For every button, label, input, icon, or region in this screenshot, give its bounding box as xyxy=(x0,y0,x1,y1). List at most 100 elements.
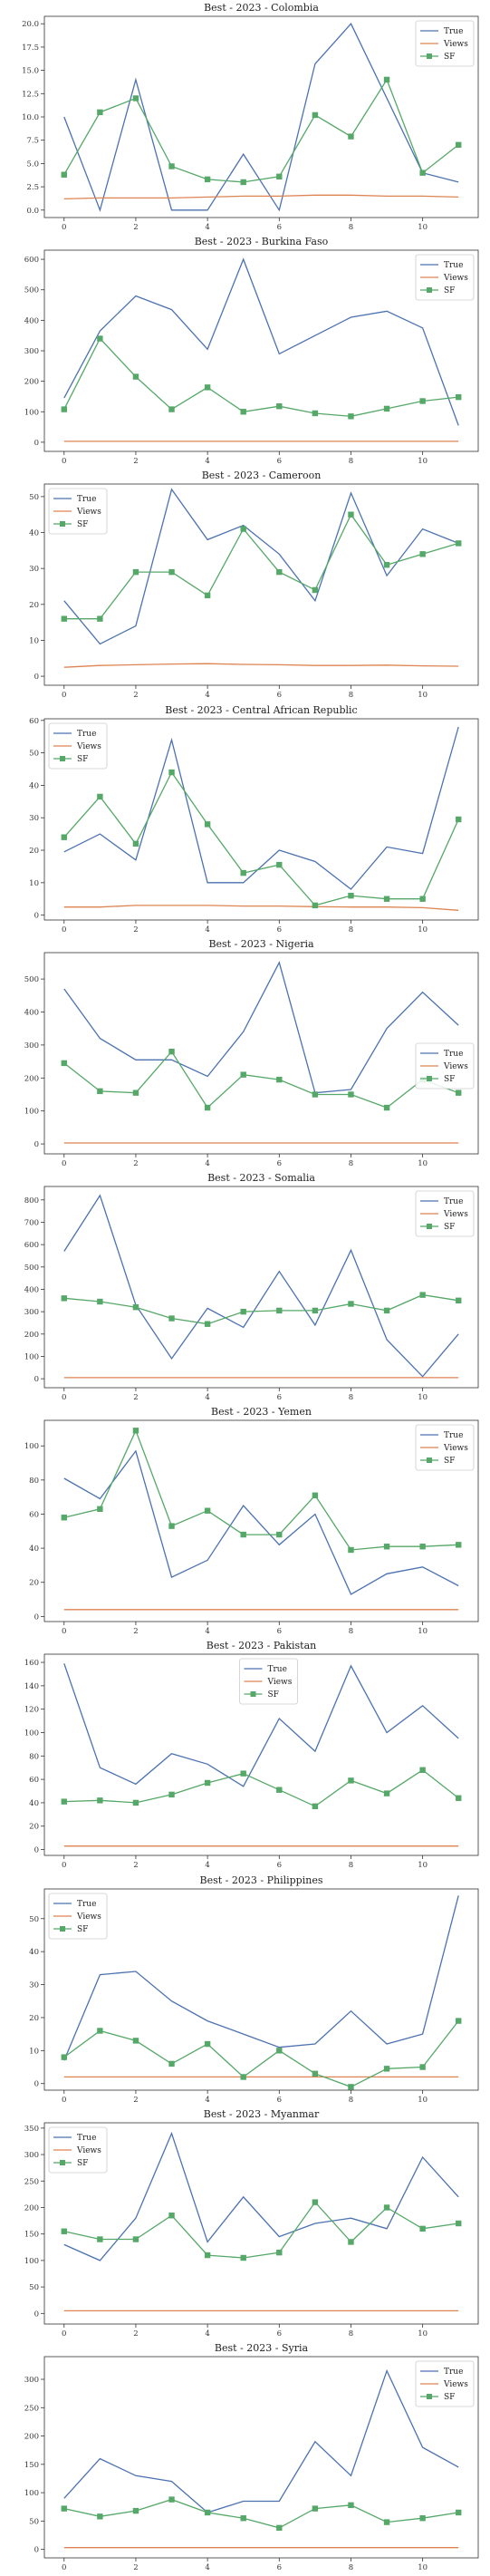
legend-label: SF xyxy=(268,1690,279,1700)
y-tick-label: 150 xyxy=(24,2230,39,2239)
x-tick-label: 4 xyxy=(205,457,209,466)
legend-label: SF xyxy=(444,286,455,295)
sf-marker xyxy=(168,1523,175,1530)
chart-panel: Best - 2023 - Burkina Faso 0 2 4 6 8 10 0 100 200… xyxy=(0,234,490,468)
legend: True Views SF xyxy=(415,254,475,301)
plot-frame xyxy=(43,2122,479,2325)
series-line-true xyxy=(63,726,459,890)
sf-marker xyxy=(348,1091,354,1098)
legend-label: True xyxy=(444,2368,463,2377)
series-line-sf xyxy=(63,513,459,620)
y-tick-label: 100 xyxy=(24,1107,39,1116)
x-tick-label: 10 xyxy=(418,223,428,232)
sf-marker xyxy=(312,2199,319,2205)
series-line-views xyxy=(63,904,459,911)
y-tick-label: 300 xyxy=(24,2151,39,2160)
legend-label: True xyxy=(77,495,96,504)
x-tick-label: 10 xyxy=(418,1861,428,1870)
sf-marker xyxy=(132,1800,139,1806)
x-tick-label: 10 xyxy=(418,925,428,935)
sf-marker xyxy=(168,1792,175,1798)
sf-marker xyxy=(419,551,426,557)
x-tick-label: 8 xyxy=(349,925,353,935)
sf-marker xyxy=(276,2524,283,2532)
y-tick-label: 100 xyxy=(24,1729,39,1738)
y-tick-label: 20 xyxy=(29,601,39,610)
sf-marker xyxy=(312,2070,319,2077)
legend-marker xyxy=(60,755,65,761)
x-tick-label: 8 xyxy=(349,1393,353,1402)
chart-title: Best - 2023 - Pakistan xyxy=(207,1640,316,1651)
x-tick-label: 6 xyxy=(277,457,282,466)
series-line-true xyxy=(63,2131,459,2261)
sf-marker xyxy=(97,109,103,116)
plot-frame xyxy=(43,718,479,920)
sf-marker xyxy=(204,384,211,391)
series-line-true xyxy=(63,2368,459,2513)
chart-svg: Best - 2023 - Colombia 0 2 4 6 8 10 0.0 2.5 5.0 7.… xyxy=(22,2,479,232)
sf-marker xyxy=(419,398,426,404)
sf-marker xyxy=(383,1544,390,1550)
chart-title: Best - 2023 - Cameroon xyxy=(202,470,322,481)
sf-marker xyxy=(456,2509,462,2516)
y-tick-label: 10 xyxy=(29,878,39,887)
sf-marker xyxy=(348,413,354,420)
sf-marker xyxy=(240,179,246,186)
chart-title: Best - 2023 - Burkina Faso xyxy=(195,236,329,247)
sf-marker xyxy=(276,569,283,576)
y-tick-label: 500 xyxy=(24,975,39,984)
chart-title: Best - 2023 - Somalia xyxy=(207,1172,315,1184)
y-tick-label: 17.5 xyxy=(22,44,39,53)
x-tick-label: 0 xyxy=(62,223,66,232)
chart-title: Best - 2023 - Philippines xyxy=(200,1874,323,1886)
x-tick-label: 8 xyxy=(349,2096,353,2105)
series-line-sf xyxy=(63,2498,459,2529)
x-tick-label: 6 xyxy=(277,223,282,232)
legend: True Views SF xyxy=(415,1424,475,1471)
chart-panel: Best - 2023 - Yemen 0 2 4 6 8 10 0 20 40 60 80 100 Tr… xyxy=(0,1404,490,1638)
sf-marker xyxy=(97,1088,103,1094)
legend-label: SF xyxy=(77,520,88,529)
legend-label: SF xyxy=(444,1457,455,1466)
sf-marker xyxy=(97,2027,103,2034)
series-line-views xyxy=(63,663,459,669)
y-tick-label: 200 xyxy=(24,1074,39,1083)
y-tick-label: 40 xyxy=(29,1948,39,1957)
chart-title: Best - 2023 - Central African Republic xyxy=(165,704,357,716)
x-tick-label: 4 xyxy=(205,1393,209,1402)
y-tick-label: 600 xyxy=(24,1241,39,1250)
series-line-true xyxy=(63,23,459,212)
x-tick-label: 10 xyxy=(418,1627,428,1636)
legend: True Views SF xyxy=(415,2360,475,2407)
y-tick-label: 0 xyxy=(34,439,39,448)
y-tick-label: 60 xyxy=(29,716,39,725)
y-tick-label: 40 xyxy=(29,1545,39,1554)
x-tick-label: 8 xyxy=(349,2329,353,2339)
sf-marker xyxy=(456,2220,462,2226)
sf-marker xyxy=(168,1048,175,1055)
plot-frame xyxy=(43,1186,479,1389)
x-tick-label: 2 xyxy=(133,691,138,700)
x-tick-label: 2 xyxy=(133,457,138,466)
y-tick-label: 250 xyxy=(24,2177,39,2186)
y-tick-label: 160 xyxy=(24,1659,39,1668)
sf-marker xyxy=(419,2063,426,2070)
series-line-sf xyxy=(63,2019,459,2087)
sf-marker xyxy=(132,2236,139,2242)
sf-marker xyxy=(419,1544,426,1550)
legend-marker xyxy=(60,2159,65,2165)
plot-frame xyxy=(43,249,479,452)
sf-marker xyxy=(312,587,319,594)
y-tick-label: 140 xyxy=(24,1682,39,1691)
y-tick-label: 10 xyxy=(29,637,39,646)
sf-marker xyxy=(348,511,354,518)
sf-marker xyxy=(419,896,426,902)
x-tick-label: 6 xyxy=(277,1393,282,1402)
y-tick-label: 250 xyxy=(24,2404,39,2413)
sf-marker xyxy=(419,169,426,176)
series-line-views xyxy=(63,194,459,200)
x-tick-label: 4 xyxy=(205,223,209,232)
legend: True Views SF xyxy=(48,488,108,535)
sf-marker xyxy=(204,1507,211,1515)
